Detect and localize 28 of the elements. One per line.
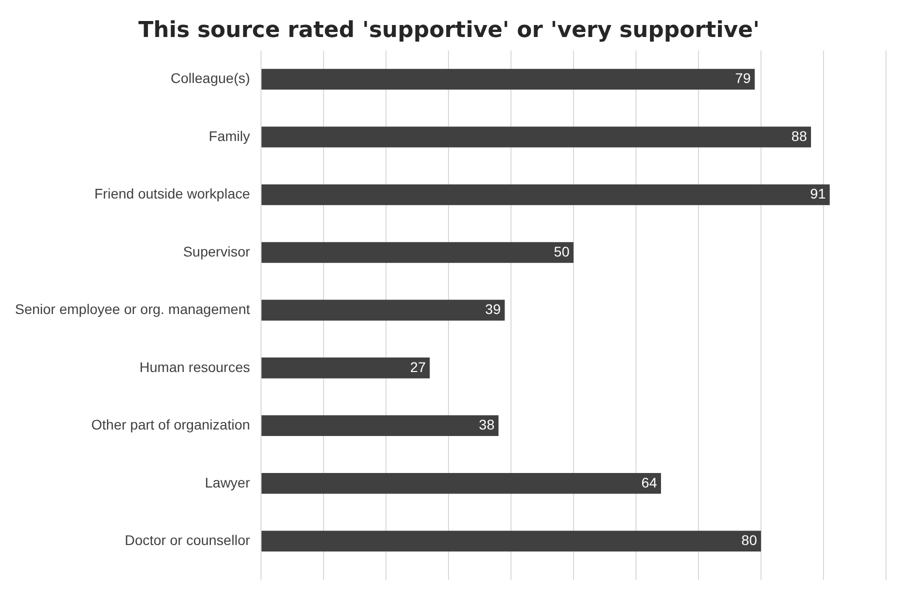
y-tick-label: Colleague(s) — [170, 70, 250, 86]
y-tick-label: Supervisor — [183, 243, 250, 260]
bar — [262, 473, 662, 494]
bar — [262, 68, 755, 90]
bar — [262, 358, 430, 378]
y-tick-label: Human resources — [140, 358, 250, 375]
y-tick-label: Lawyer — [204, 474, 250, 490]
bar — [262, 415, 499, 436]
chart-title: This source rated 'supportive' or 'very supportive' — [138, 18, 760, 43]
y-tick-label: Friend outside workplace — [94, 186, 250, 202]
data-label: 91 — [810, 186, 826, 202]
bar — [262, 300, 505, 321]
bar — [262, 242, 574, 263]
y-tick-label: Senior employee or org. management — [14, 301, 250, 318]
data-label: 80 — [741, 532, 758, 548]
data-label: 88 — [791, 128, 808, 144]
data-label: 79 — [735, 70, 751, 86]
data-label: 38 — [478, 416, 495, 433]
bar — [262, 530, 762, 552]
data-label: 64 — [641, 474, 658, 490]
bar — [262, 126, 812, 148]
data-label: 50 — [554, 243, 570, 260]
bar — [262, 184, 830, 206]
y-tick-label: Other part of organization — [91, 416, 250, 433]
data-label: 27 — [410, 358, 426, 375]
data-label: 39 — [485, 301, 501, 318]
y-tick-label: Family — [208, 128, 250, 144]
y-tick-label: Doctor or counsellor — [124, 532, 250, 548]
